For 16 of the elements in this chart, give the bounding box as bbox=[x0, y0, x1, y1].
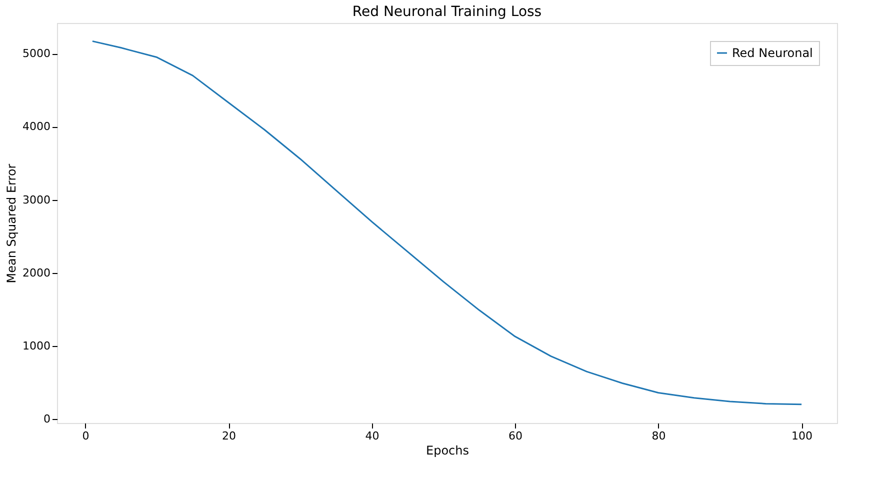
x-tick-label: 0 bbox=[82, 430, 90, 442]
y-tick-label: 5000 bbox=[22, 47, 50, 60]
y-tick-label: 1000 bbox=[22, 339, 50, 352]
y-tick-label: 3000 bbox=[22, 193, 50, 206]
chart-title: Red Neuronal Training Loss bbox=[352, 4, 542, 20]
x-tick-label: 60 bbox=[508, 430, 523, 442]
x-axis-title: Epochs bbox=[426, 444, 469, 458]
legend-label: Red Neuronal bbox=[732, 46, 813, 60]
x-tick-label: 20 bbox=[222, 430, 236, 442]
x-tick-label: 80 bbox=[652, 430, 666, 442]
y-tick-label: 2000 bbox=[22, 266, 50, 280]
y-axis-title: Mean Squared Error bbox=[4, 164, 19, 284]
x-tick-label: 100 bbox=[792, 430, 813, 442]
y-tick-label: 0 bbox=[44, 412, 50, 426]
x-tick-label: 40 bbox=[365, 430, 380, 442]
y-tick-label: 4000 bbox=[22, 120, 50, 134]
